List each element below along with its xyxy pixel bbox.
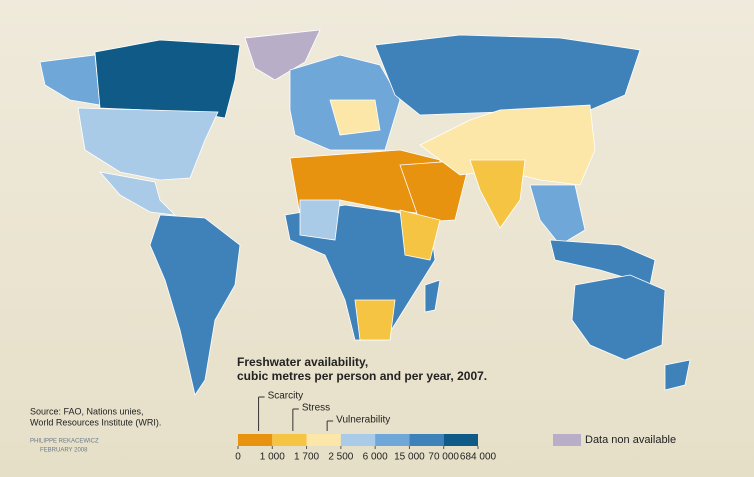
legend-break-label: 1 000 (260, 452, 285, 463)
no-data-swatch (553, 434, 581, 446)
legend-swatch (306, 434, 341, 446)
legend-break-label: 70 000 (428, 452, 459, 463)
legend-title: cubic metres per person and per year, 20… (237, 369, 487, 383)
credit: FEBRUARY 2008 (40, 448, 88, 454)
threshold-label: Vulnerability (336, 415, 390, 426)
source: Source: FAO, Nations unies, (30, 406, 144, 416)
threshold-label: Stress (302, 403, 330, 414)
legend-swatch (443, 434, 478, 446)
threshold-label: Scarcity (268, 391, 304, 402)
legend-break-label: 684 000 (460, 452, 497, 463)
legend-break-label: 6 000 (363, 452, 388, 463)
legend-break-label: 15 000 (394, 452, 425, 463)
legend-swatch (238, 434, 273, 446)
legend-swatch (340, 434, 376, 446)
source: World Resources Institute (WRI). (30, 417, 161, 427)
legend-swatch (272, 434, 307, 446)
legend-break-label: 1 700 (294, 452, 319, 463)
no-data-label: Data non available (585, 434, 676, 446)
legend-break-label: 2 500 (328, 452, 353, 463)
legend-swatch (409, 434, 444, 446)
legend-swatch (375, 434, 410, 446)
credit: PHILIPPE REKACEWICZ (30, 439, 99, 445)
world-map (39, 29, 691, 396)
legend-break-label: 0 (235, 452, 241, 463)
legend-title: Freshwater availability, (237, 355, 368, 369)
